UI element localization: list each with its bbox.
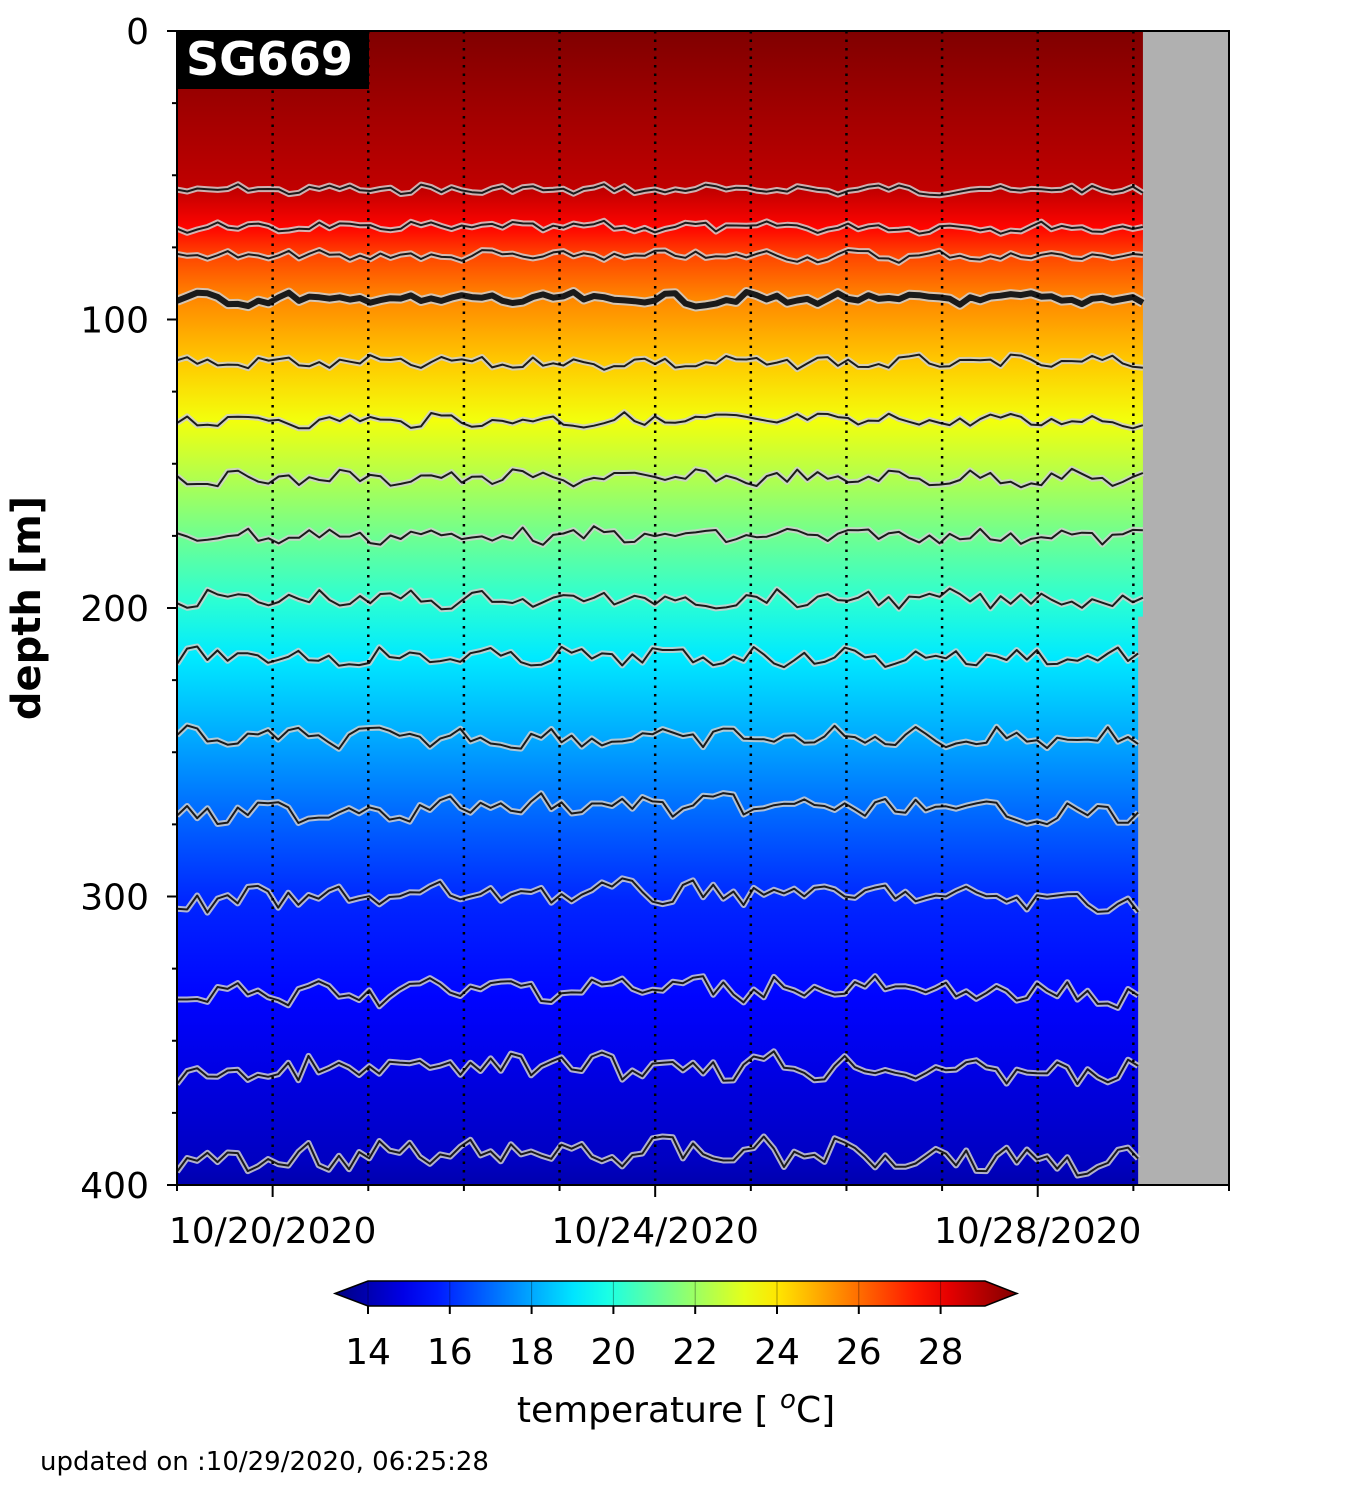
colorbar-tick-label: 14	[345, 1332, 391, 1373]
x-axis: 10/20/2020 10/24/2020 10/28/2020	[169, 1185, 1230, 1252]
colorbar-ticks: 14 16 18 20 22 24 26 28	[345, 1281, 964, 1373]
y-tick-label: 0	[126, 12, 149, 53]
glider-id-background	[177, 31, 369, 89]
isotherm-line	[177, 411, 1144, 430]
date-grid-lines	[271, 31, 1135, 1185]
colorbar-tick-label: 28	[918, 1332, 964, 1373]
isotherm-line	[177, 1135, 1139, 1177]
isotherm-line	[177, 249, 1143, 264]
isotherm-line	[177, 467, 1144, 489]
y-tick-label: 200	[80, 589, 149, 630]
colorbar-title-text: temperature [	[517, 1390, 780, 1431]
isotherm-line	[177, 724, 1139, 750]
isotherm-line	[177, 183, 1144, 197]
updated-timestamp: updated on :10/29/2020, 06:25:28	[40, 1447, 489, 1477]
isotherm-line	[177, 353, 1143, 371]
colorbar-tick-label: 18	[509, 1332, 555, 1373]
isotherm-line	[177, 587, 1144, 611]
y-tick-label: 300	[80, 878, 149, 919]
x-tick-label: 10/24/2020	[551, 1211, 759, 1252]
y-axis: 0 100 200 300 400	[80, 12, 177, 1207]
isotherm-line	[177, 1050, 1139, 1086]
colorbar-tick-label: 26	[836, 1332, 882, 1373]
isotherm-line	[177, 219, 1144, 235]
colorbar-tick-label: 24	[754, 1332, 800, 1373]
glider-id-text: SG669	[186, 32, 353, 86]
colorbar-body	[332, 1280, 1020, 1307]
x-tick-label: 10/20/2020	[169, 1211, 377, 1252]
isotherm-line	[177, 792, 1139, 826]
temperature-field	[177, 31, 1143, 1185]
colorbar-tick-label: 22	[672, 1332, 718, 1373]
y-axis-title: depth [m]	[4, 496, 50, 720]
isotherm-line	[177, 525, 1143, 546]
y-tick-label: 100	[80, 301, 149, 342]
isotherm-line	[177, 975, 1139, 1009]
isotherm-line	[177, 877, 1139, 914]
isotherm-lines	[177, 181, 1146, 1179]
isotherm-line-bold	[177, 289, 1145, 310]
colorbar-title: temperature [ oC]	[517, 1385, 835, 1431]
colorbar: 14 16 18 20 22 24 26 28 temperature [ oC]	[332, 1280, 1020, 1431]
colorbar-tick-label: 20	[590, 1332, 636, 1373]
x-tick-label: 10/28/2020	[934, 1211, 1142, 1252]
colorbar-title-unit: C]	[796, 1390, 835, 1431]
glider-id-label: SG669	[177, 31, 369, 89]
colorbar-title-sup: o	[780, 1385, 796, 1415]
y-tick-label: 400	[80, 1166, 149, 1207]
plot-area	[176, 30, 1230, 1186]
isotherm-line	[177, 645, 1139, 669]
colorbar-tick-label: 16	[427, 1332, 473, 1373]
